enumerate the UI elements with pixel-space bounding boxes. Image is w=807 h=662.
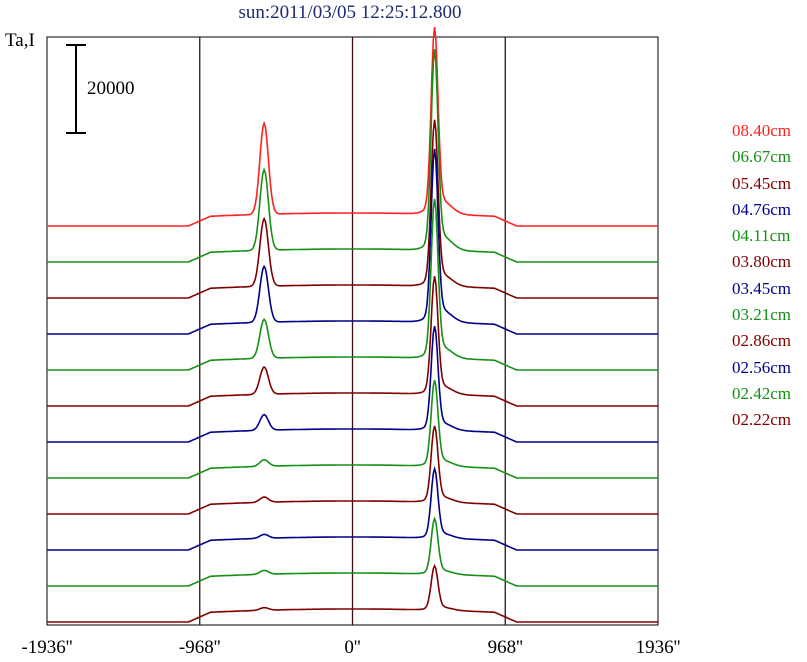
legend-item: 08.40cm	[732, 121, 792, 140]
x-tick-label: -968''	[178, 637, 221, 658]
scale-bar	[66, 44, 86, 134]
x-tick-label: 968''	[487, 637, 523, 658]
x-tick-label: 1936''	[635, 637, 681, 658]
scale-bar-label: 20000	[87, 78, 135, 99]
legend-item: 05.45cm	[732, 173, 792, 193]
series-line-04.76cm	[47, 148, 658, 335]
legend-item: 03.45cm	[732, 278, 792, 298]
series-line-03.21cm	[47, 380, 658, 479]
series-line-03.45cm	[47, 326, 658, 443]
legend-item: 04.76cm	[732, 199, 792, 219]
legend-item: 04.11cm	[732, 226, 791, 246]
legend-item: 02.42cm	[732, 383, 792, 403]
scale-bar-line	[75, 44, 77, 134]
legend-item: 02.86cm	[732, 331, 792, 351]
x-tick-label: 0''	[344, 637, 361, 658]
series-line-03.80cm	[47, 276, 658, 407]
legend-item: 03.21cm	[732, 305, 792, 325]
series-line-02.56cm	[47, 465, 658, 551]
chart-title: sun:2011/03/05 12:25:12.800	[238, 2, 462, 23]
series-line-02.42cm	[47, 516, 658, 587]
legend-item: 06.67cm	[732, 147, 792, 167]
series-line-02.22cm	[47, 563, 658, 623]
legend: 08.40cm 06.67cm 05.45cm 04.76cm 04.11cm 03.80…	[732, 118, 791, 434]
legend-item: 02.56cm	[732, 357, 792, 377]
series-line-04.11cm	[47, 198, 658, 371]
legend-item: 02.22cm	[732, 410, 792, 430]
scale-bar-bottom-cap	[66, 132, 86, 134]
x-tick-label: -1936''	[21, 637, 73, 658]
series-line-06.67cm	[47, 49, 658, 263]
series-line-05.45cm	[47, 119, 658, 299]
y-axis-label: Ta,I	[5, 30, 35, 51]
series-line-02.86cm	[47, 425, 658, 515]
legend-item: 03.80cm	[732, 252, 792, 272]
series-line-08.40cm	[47, 27, 658, 227]
